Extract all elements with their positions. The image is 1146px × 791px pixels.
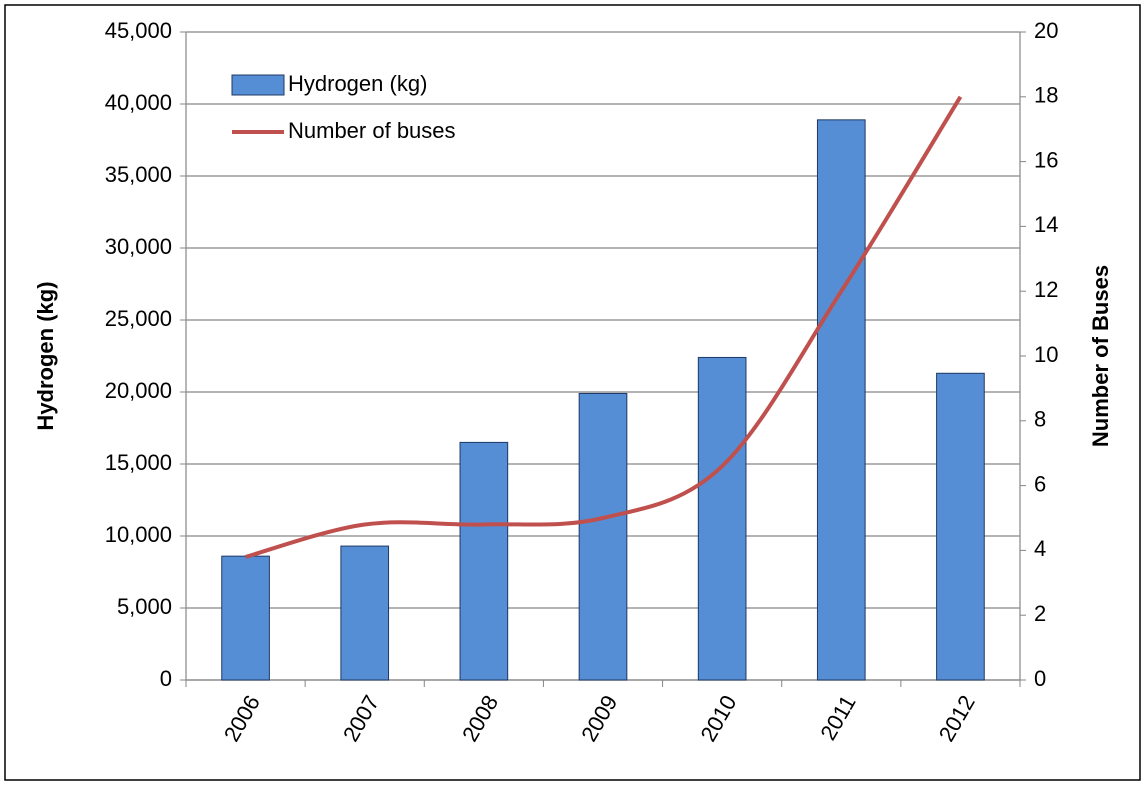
- y-tick-label: 40,000: [105, 90, 172, 115]
- y2-tick-label: 2: [1034, 601, 1046, 626]
- y2-tick-label: 20: [1034, 18, 1058, 43]
- y-tick-label: 35,000: [105, 162, 172, 187]
- bar: [340, 545, 390, 681]
- y-tick-label: 20,000: [105, 378, 172, 403]
- bar: [578, 392, 628, 681]
- y2-tick-label: 14: [1034, 212, 1058, 237]
- y-tick-label: 5,000: [117, 594, 172, 619]
- y-tick-label: 25,000: [105, 306, 172, 331]
- y-tick-label: 45,000: [105, 18, 172, 43]
- y-tick-label: 30,000: [105, 234, 172, 259]
- legend-label: Number of buses: [288, 118, 456, 143]
- bar: [221, 555, 270, 681]
- legend-label: Hydrogen (kg): [288, 71, 427, 96]
- bar: [459, 441, 509, 681]
- y-tick-label: 0: [160, 666, 172, 691]
- line: [245, 95, 963, 559]
- y2-tick-label: 12: [1034, 277, 1058, 302]
- y2-tick-label: 8: [1034, 407, 1046, 432]
- legend-swatch: [231, 74, 285, 96]
- bar: [697, 356, 747, 681]
- y2-tick-label: 18: [1034, 83, 1058, 108]
- bar: [936, 372, 985, 681]
- bar: [816, 119, 866, 681]
- y-axis-label: Hydrogen (kg): [33, 281, 58, 430]
- y-tick-label: 10,000: [105, 522, 172, 547]
- y2-tick-label: 16: [1034, 147, 1058, 172]
- y2-tick-label: 0: [1034, 666, 1046, 691]
- y-tick-label: 15,000: [105, 450, 172, 475]
- y2-axis-label: Number of Buses: [1088, 265, 1113, 447]
- y2-tick-label: 10: [1034, 342, 1058, 367]
- y2-tick-label: 4: [1034, 536, 1046, 561]
- y2-tick-label: 6: [1034, 471, 1046, 496]
